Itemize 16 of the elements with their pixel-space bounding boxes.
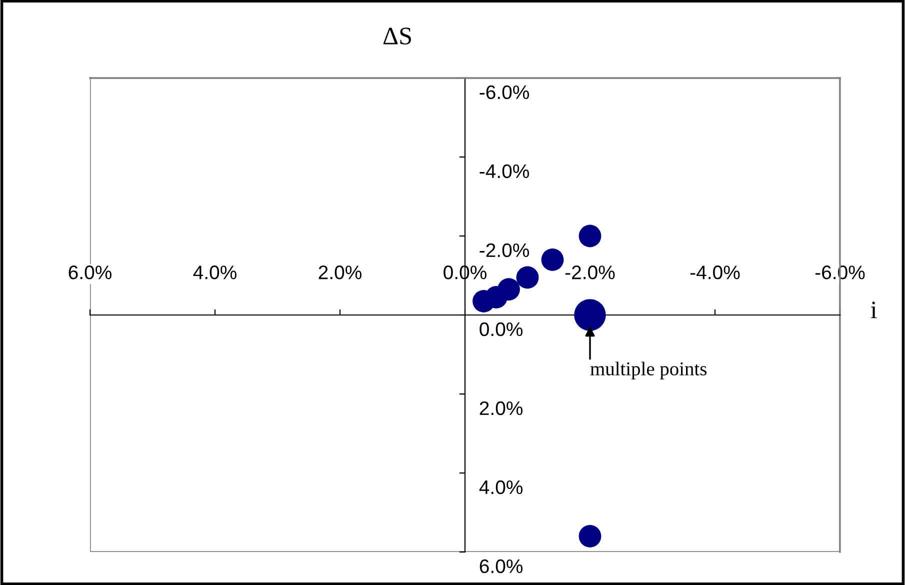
y-axis-title: ΔS	[383, 28, 411, 44]
y-tick-label: 4.0%	[479, 480, 523, 494]
y-tick-label: 6.0%	[480, 559, 523, 574]
x-tick-label: -2.0%	[565, 266, 615, 280]
x-axis-title: i	[870, 302, 877, 318]
x-tick-label: 2.0%	[318, 266, 362, 280]
y-tick-label: -6.0%	[480, 85, 529, 100]
x-tick-label: 6.0%	[68, 266, 112, 280]
y-tick-label: -4.0%	[480, 164, 529, 178]
y-tick-label: -2.0%	[480, 243, 529, 258]
x-tick-label: -6.0%	[815, 266, 865, 280]
x-tick-label: 4.0%	[193, 266, 236, 280]
y-tick-label: 0.0%	[480, 322, 523, 336]
annotation: multiple points	[590, 362, 707, 380]
y-tick-label: 2.0%	[480, 401, 523, 416]
x-tick-label: -4.0%	[690, 266, 740, 280]
